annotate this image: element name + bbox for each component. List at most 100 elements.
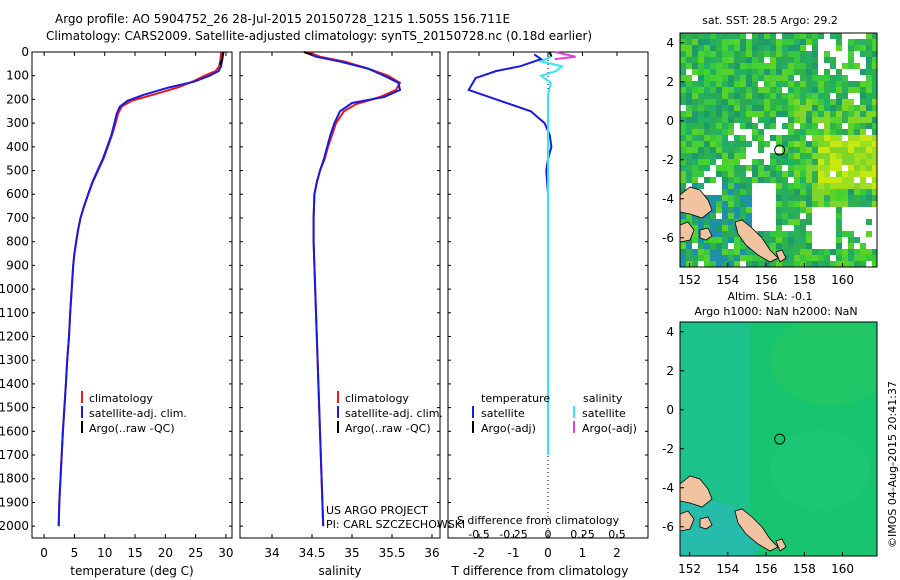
sst-pixel [842,99,849,106]
sst-pixel [770,261,777,267]
sst-pixel [782,165,789,172]
sst-pixel [806,243,813,250]
sst-pixel [812,183,819,190]
sst-pixel [788,63,795,70]
sst-pixel [842,51,849,58]
sst-pixel [800,237,807,244]
sst-pixel [722,237,729,244]
sst-pixel [818,219,825,226]
sst-pixel [812,69,819,76]
sst-pixel [788,219,795,226]
sst-pixel [728,171,735,178]
sst-pixel [860,147,867,154]
sst-pixel [698,183,705,190]
sst-pixel [812,123,819,130]
sst-pixel [734,51,741,58]
sst-pixel [800,153,807,160]
sst-pixel [860,249,867,256]
sst-pixel [848,177,855,184]
sst-pixel [770,189,777,196]
sst-pixel [692,33,699,40]
sst-pixel [740,57,747,64]
sst-pixel [860,57,867,64]
sst-pixel [836,57,843,64]
sst-pixel [824,147,831,154]
sst-pixel [704,171,711,178]
difference-legend: temperature satellite Argo(-adj) salinit… [472,392,637,435]
temperature-tick-label: 20 [158,546,173,560]
sst-pixel [734,195,741,202]
sst-pixel [836,249,843,256]
sst-pixel [794,69,801,76]
sst-pixel [752,81,759,88]
sst-pixel [740,213,747,220]
legend-salinity-header: salinity [583,392,623,405]
sst-pixel [746,165,753,172]
sst-pixel [800,45,807,52]
sst-pixel [800,75,807,82]
sst-pixel [746,153,753,160]
sst-pixel [716,219,723,226]
depth-tick-label: 500 [6,164,29,178]
sst-pixel [698,153,705,160]
sst-pixel [776,159,783,166]
sst-pixel [818,33,825,40]
sst-pixel [758,195,765,202]
sst-pixel [782,111,789,118]
sst-pixel [854,129,861,136]
sst-pixel [770,93,777,100]
sst-pixel [716,207,723,214]
sst-pixel [860,171,867,178]
sst-pixel [734,255,741,262]
sst-pixel [704,159,711,166]
salinity-tick-label: 35.5 [379,546,406,560]
sst-pixel [872,39,877,46]
temperature-x-axis: 0 5 10 15 20 25 30 [40,52,234,560]
sst-pixel [698,99,705,106]
sst-pixel [842,243,849,250]
sst-pixel [848,33,855,40]
sst-pixel [806,75,813,82]
sst-pixel [758,87,765,94]
sst-pixel [872,249,877,256]
sst-pixel [788,207,795,214]
sst-pixel [830,147,837,154]
sst-pixel [746,213,753,220]
sst-pixel [818,87,825,94]
sst-pixel [746,135,753,142]
sst-pixel [788,249,795,256]
sst-pixel [722,105,729,112]
sst-pixel [872,45,877,52]
sst-pixel [770,243,777,250]
sst-pixel [848,45,855,52]
sst-pixel [854,219,861,226]
sst-pixel [722,39,729,46]
sst-pixel [740,255,747,262]
legend-t-satellite-label: satellite [481,407,525,420]
sst-pixel [848,159,855,166]
sst-pixel [704,33,711,40]
sst-pixel [704,111,711,118]
sst-pixel [710,69,717,76]
sst-pixel [716,153,723,160]
sst-pixel [734,123,741,130]
sst-pixel [722,111,729,118]
sst-pixel [842,147,849,154]
sst-pixel [830,63,837,70]
sst-pixel [758,213,765,220]
sst-pixel [818,171,825,178]
sst-pixel [800,81,807,88]
sst-pixel [698,135,705,142]
sst-pixel [746,81,753,88]
land-polygon [680,221,695,243]
sst-pixel [776,207,783,214]
sst-pixel [710,249,717,256]
sst-pixel [704,189,711,196]
sst-pixel [728,111,735,118]
sst-pixel [794,225,801,232]
sst-pixel [818,231,825,238]
sst-pixel [740,249,747,256]
sst-pixel [812,105,819,112]
sst-pixel [716,69,723,76]
sst-pixel [782,195,789,202]
